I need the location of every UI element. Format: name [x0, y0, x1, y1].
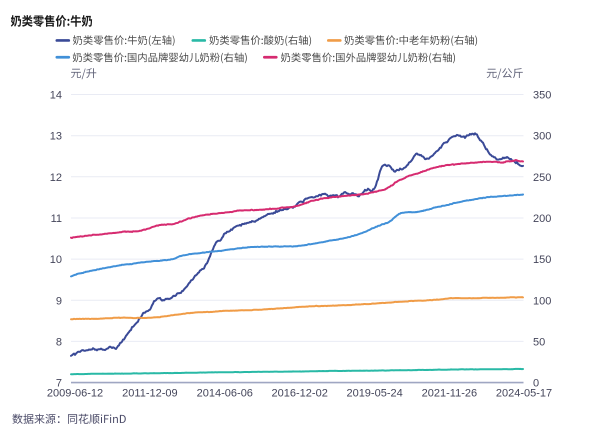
svg-text:2021-11-26: 2021-11-26	[422, 388, 477, 400]
svg-text:8: 8	[56, 336, 62, 348]
svg-text:2009-06-12: 2009-06-12	[47, 388, 103, 400]
svg-text:10: 10	[50, 254, 62, 266]
svg-text:7: 7	[56, 378, 62, 390]
svg-text:150: 150	[533, 254, 551, 266]
svg-text:2011-12-09: 2011-12-09	[122, 388, 177, 400]
svg-text:350: 350	[533, 90, 551, 102]
svg-text:0: 0	[533, 378, 539, 390]
svg-text:100: 100	[533, 295, 551, 307]
svg-text:9: 9	[56, 295, 62, 307]
svg-text:14: 14	[50, 90, 62, 102]
svg-text:12: 12	[50, 172, 62, 184]
svg-text:11: 11	[51, 213, 62, 225]
svg-text:13: 13	[50, 131, 62, 143]
svg-text:250: 250	[533, 172, 551, 184]
svg-text:2024-05-17: 2024-05-17	[496, 388, 552, 400]
svg-text:300: 300	[533, 131, 551, 143]
svg-text:2019-05-24: 2019-05-24	[346, 388, 402, 400]
svg-text:200: 200	[533, 213, 551, 225]
svg-text:2016-12-02: 2016-12-02	[272, 388, 328, 400]
svg-text:2014-06-06: 2014-06-06	[197, 388, 253, 400]
svg-text:50: 50	[533, 336, 545, 348]
